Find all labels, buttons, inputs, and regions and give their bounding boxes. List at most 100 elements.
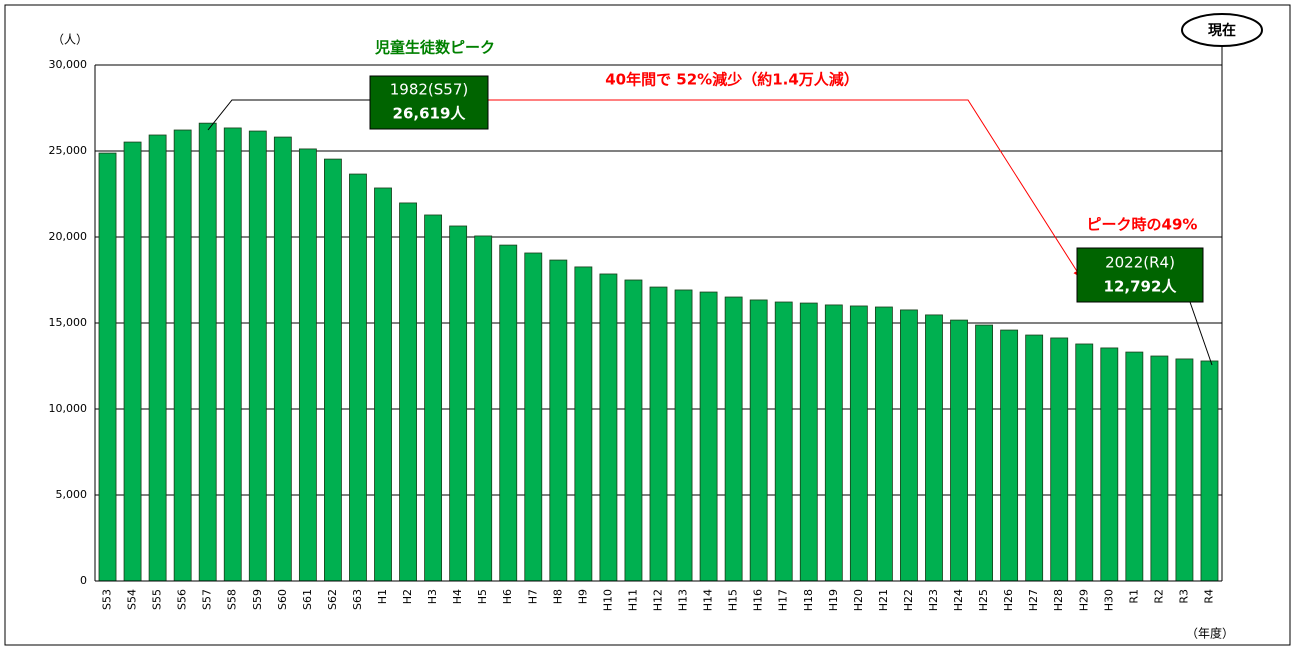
bar: [324, 158, 342, 582]
x-unit: （年度）: [1186, 626, 1234, 641]
peak-box: [369, 75, 489, 130]
bar: [1200, 360, 1219, 582]
x-tick-label: H13: [677, 589, 690, 611]
x-tick-label: H22: [902, 589, 915, 611]
x-tick-label: S55: [151, 589, 164, 610]
x-tick-label: S62: [326, 589, 339, 610]
bar: [749, 299, 768, 582]
bar: [98, 152, 117, 582]
bar: [399, 202, 417, 582]
frame: [4, 4, 1291, 646]
x-tick-label: H24: [952, 589, 965, 611]
x-tick-label: H27: [1027, 589, 1040, 611]
x-tick-label: H4: [451, 589, 464, 604]
x-tick-label: H21: [877, 589, 890, 611]
current-leader: [1189, 301, 1213, 366]
y-tick-label: 15,000: [49, 316, 88, 329]
y-tick-label: 20,000: [49, 230, 88, 243]
x-tick-label: S57: [201, 589, 214, 610]
bar: [599, 273, 618, 582]
bar: [1125, 351, 1144, 582]
x-tick-label: H8: [551, 589, 564, 604]
bar: [699, 291, 718, 582]
bar: [273, 136, 292, 582]
x-tick-label: R1: [1127, 589, 1140, 604]
bar: [724, 296, 743, 582]
current-ratio: ピーク時の49%: [1087, 216, 1198, 234]
bar: [549, 259, 568, 582]
change-arrow: [488, 99, 1082, 278]
x-tick-label: H15: [727, 589, 740, 611]
bar: [524, 252, 543, 582]
peak-label: 児童生徒数ピーク: [374, 39, 495, 57]
x-tick-label: H17: [777, 589, 790, 611]
x-tick-label: S60: [276, 589, 289, 610]
change-note: 40年間で 52%減少（約1.4万人減）: [605, 71, 859, 89]
bar: [674, 289, 693, 582]
y-tick-label: 0: [80, 574, 87, 587]
x-tick-label: H5: [476, 589, 489, 604]
bar: [624, 279, 643, 582]
x-tick-label: H20: [852, 589, 865, 611]
current-marker-shape: [1181, 13, 1263, 47]
bar: [774, 301, 793, 582]
y-tick-label: 30,000: [49, 58, 88, 71]
current-year: 2022(R4): [1105, 254, 1175, 272]
bar: [1150, 355, 1169, 582]
x-tick-label: R4: [1202, 589, 1215, 604]
bar: [198, 122, 217, 582]
bar: [574, 266, 593, 582]
peak-year: 1982(S57): [390, 81, 469, 99]
x-tick-label: S56: [176, 589, 189, 610]
bar: [374, 187, 392, 582]
x-tick-label: H19: [827, 589, 840, 611]
bar: [799, 302, 818, 582]
bar: [649, 286, 668, 582]
bar: [173, 129, 192, 582]
x-tick-label: S54: [126, 589, 139, 610]
x-tick-label: H12: [652, 589, 665, 611]
bar: [975, 324, 993, 582]
x-tick-label: S59: [251, 589, 264, 610]
x-tick-label: R3: [1177, 589, 1190, 604]
bar: [925, 314, 943, 582]
bar: [900, 309, 918, 582]
current-value: 12,792人: [1104, 278, 1178, 296]
x-tick-label: H2: [401, 589, 414, 604]
x-tick-label: H28: [1052, 589, 1065, 611]
bar: [123, 141, 142, 582]
x-tick-label: H7: [526, 589, 539, 604]
peak-leader: [207, 99, 370, 131]
bar: [1175, 358, 1194, 582]
x-tick-label: S53: [101, 589, 114, 610]
x-tick-label: H9: [576, 589, 589, 604]
x-tick-label: H23: [927, 589, 940, 611]
bar: [824, 304, 843, 582]
peak-value: 26,619人: [393, 105, 467, 123]
x-tick-label: H10: [601, 589, 614, 611]
x-tick-label: R2: [1152, 589, 1165, 604]
current-marker: 現在: [1208, 22, 1236, 39]
bar: [223, 127, 242, 582]
x-tick-label: H11: [626, 589, 639, 611]
x-tick-label: H18: [802, 589, 815, 611]
bar: [148, 134, 167, 582]
bar: [849, 305, 868, 582]
bar: [1025, 334, 1044, 582]
bar: [298, 148, 317, 582]
bar: [1075, 343, 1094, 582]
bar: [1100, 347, 1119, 582]
bar: [950, 319, 968, 582]
x-tick-label: H14: [702, 589, 715, 611]
bar: [424, 214, 443, 582]
bar: [874, 306, 893, 582]
bar: [474, 235, 493, 582]
x-tick-label: H16: [752, 589, 765, 611]
x-tick-label: H25: [977, 589, 990, 611]
x-tick-label: H29: [1077, 589, 1090, 611]
y-tick-label: 5,000: [56, 488, 88, 501]
bar: [1050, 337, 1069, 582]
x-tick-label: S63: [351, 589, 364, 610]
y-tick-label: 25,000: [49, 144, 88, 157]
